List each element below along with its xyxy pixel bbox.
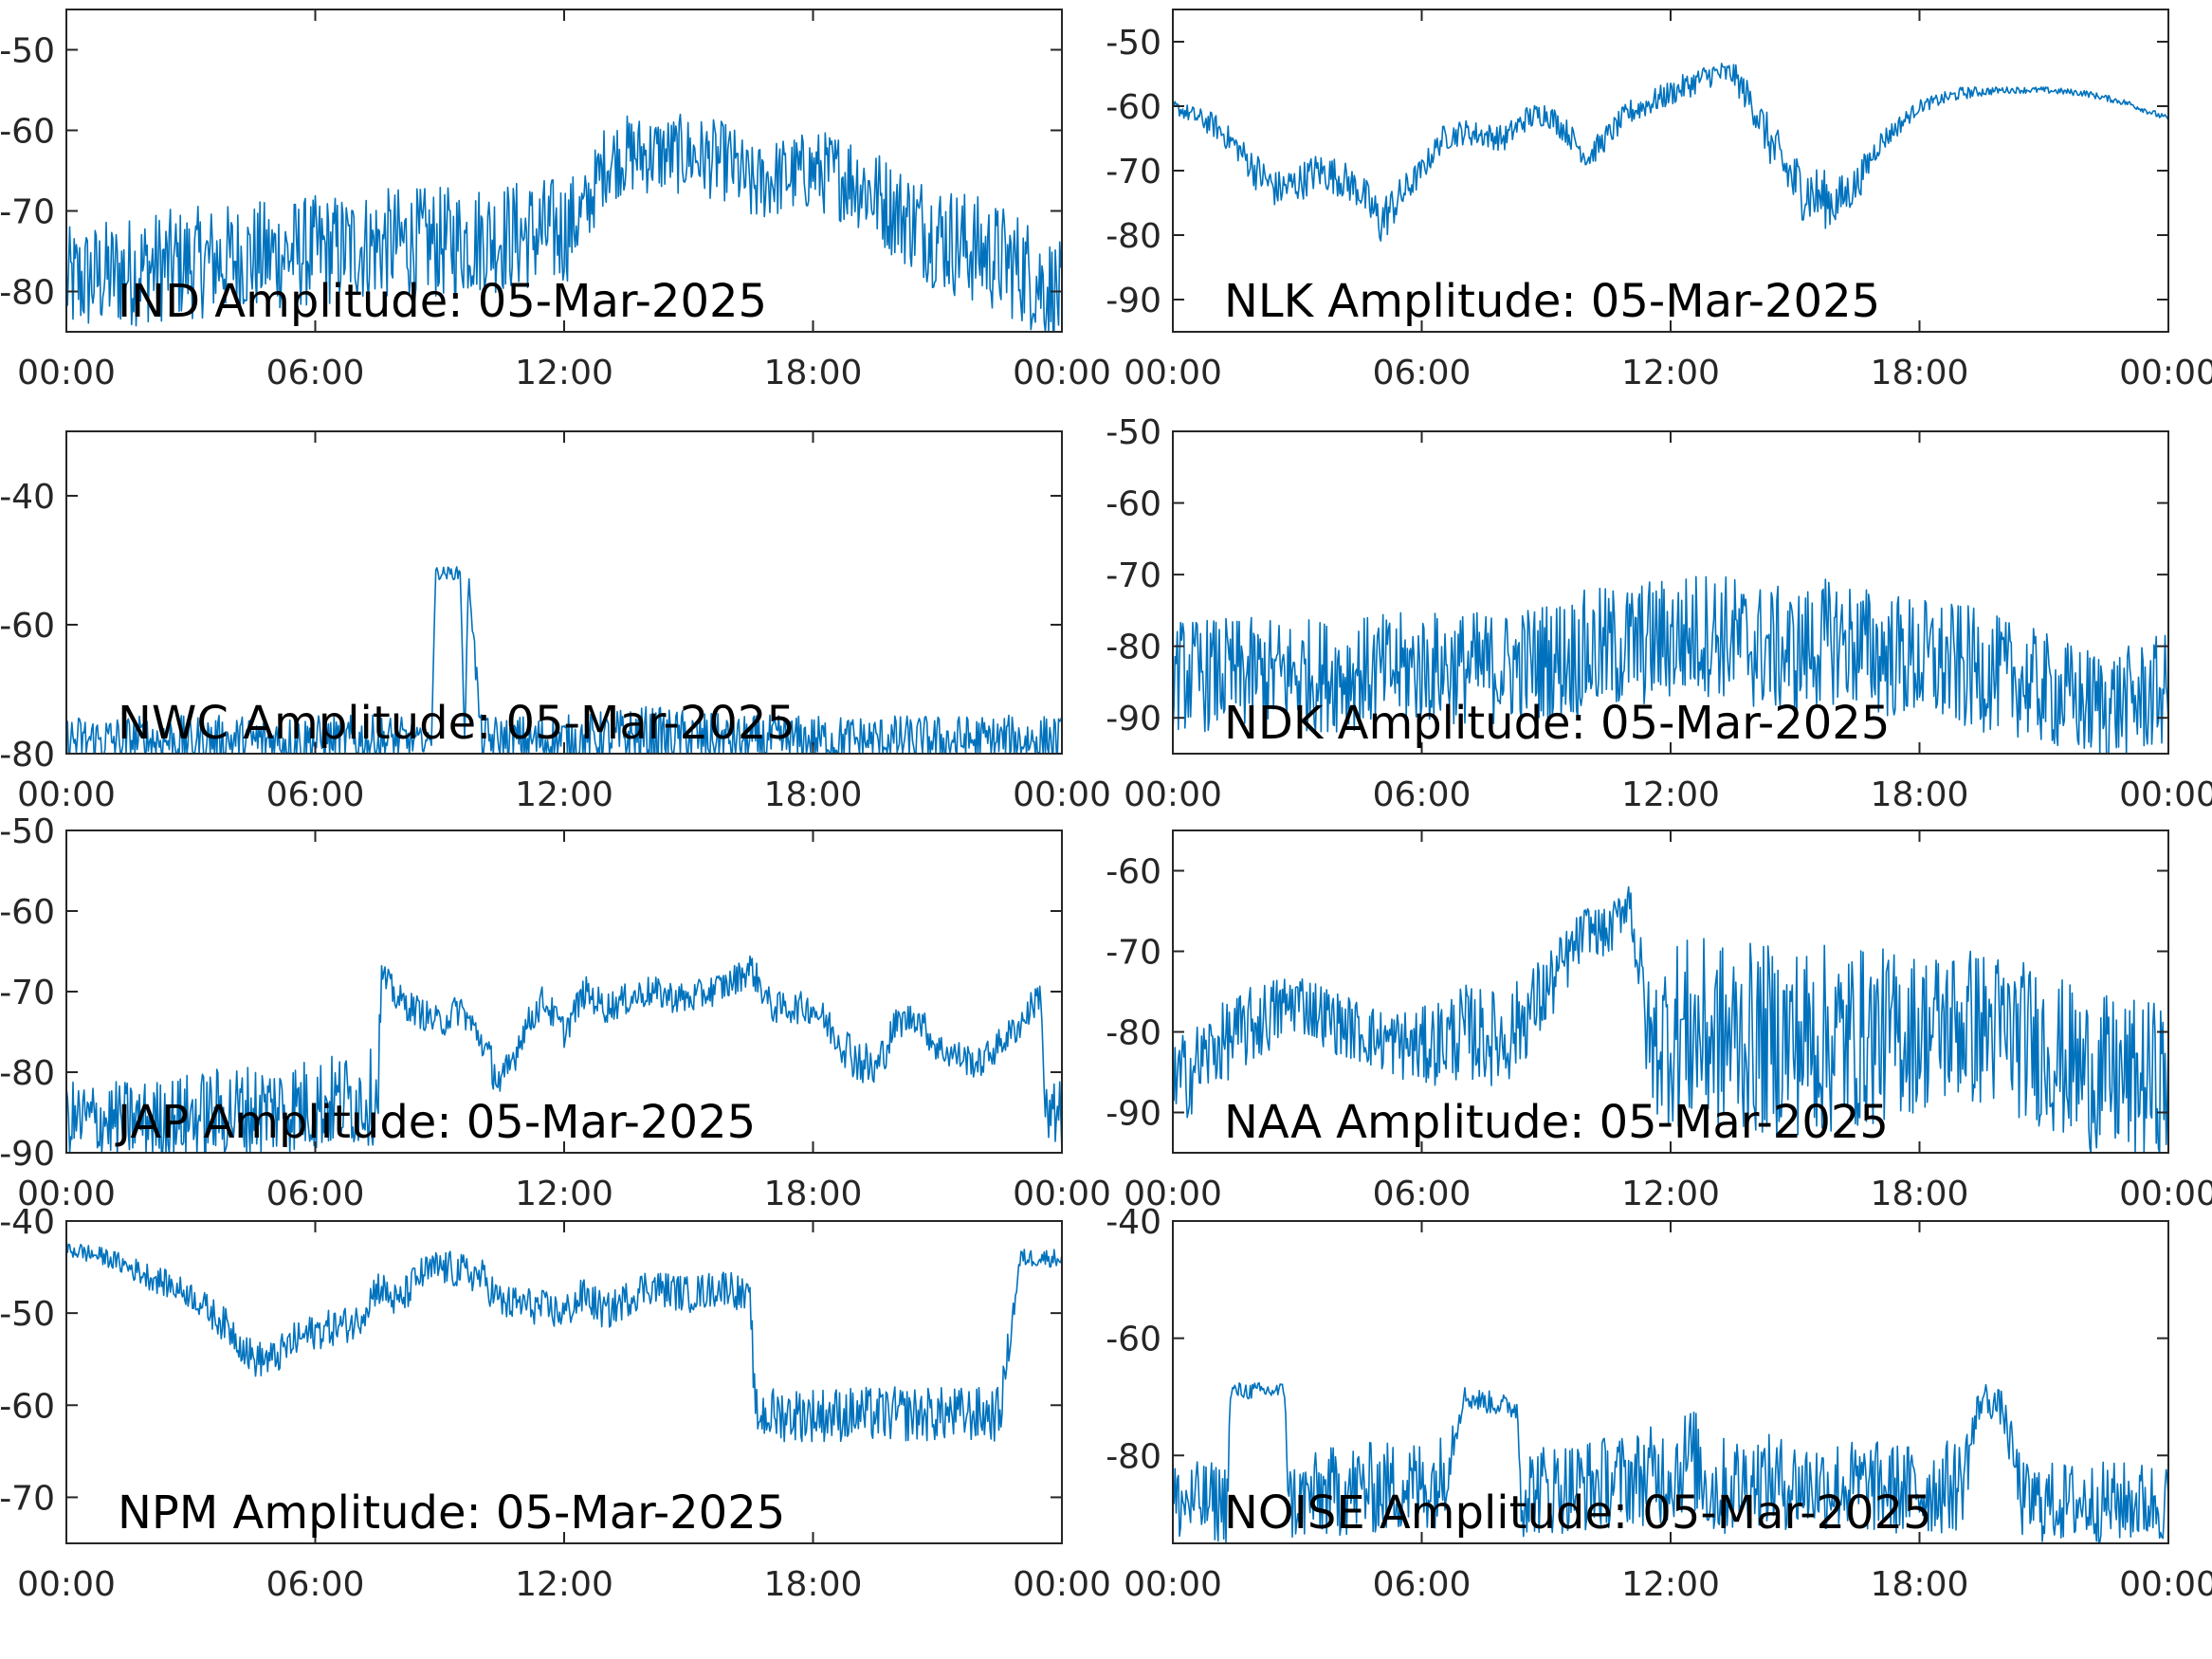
panel-jap: 00:00 06:00 12:00 18:00 00:00 -50 -60 -70 -80 -90… [0,812,1111,1213]
y-tick-label: -40 [0,1203,55,1242]
x-tick-label: 00:00 [2119,1175,2212,1213]
y-tick-label: -60 [0,1387,55,1426]
panel-nlk: 00:00 06:00 12:00 18:00 00:00 -50 -60 -70 -80 -90… [1106,9,2212,392]
x-tick-label: 18:00 [764,354,863,392]
y-tick-label: -80 [1106,217,1161,256]
series-line [66,1240,1062,1443]
panel-ind: 00:00 06:00 12:00 18:00 00:00 -50 -60 -70 -80 IN… [0,9,1111,392]
panel-title: IND Amplitude: 05-Mar-2025 [118,275,767,328]
x-tick-label: 18:00 [1871,354,1969,392]
y-tick-label: -80 [1106,1014,1161,1053]
x-tick-label: 06:00 [266,775,365,814]
x-tick-label: 00:00 [1124,1175,1222,1213]
series-line [66,566,1062,754]
x-tick-label: 06:00 [1373,1175,1472,1213]
y-tick-label: -60 [1106,853,1161,892]
x-tick-label: 18:00 [1871,775,1969,814]
y-tick-label: -90 [1106,1095,1161,1134]
x-tick-label: 12:00 [515,1565,613,1604]
x-tick-label: 12:00 [515,354,613,392]
x-tick-label: 12:00 [1621,354,1720,392]
x-tick-label: 00:00 [1013,775,1111,814]
x-tick-label: 06:00 [1373,775,1472,814]
x-tick-label: 18:00 [764,1565,863,1604]
x-tick-label: 00:00 [1013,1175,1111,1213]
x-tick-label: 00:00 [2119,354,2212,392]
y-tick-label: -70 [1106,934,1161,973]
x-tick-label: 00:00 [17,775,116,814]
x-tick-label: 12:00 [515,1175,613,1213]
series-line [1173,575,2168,754]
y-tick-label: -70 [1106,153,1161,191]
panel-title: NLK Amplitude: 05-Mar-2025 [1224,275,1880,328]
y-tick-label: -80 [1106,1437,1161,1476]
panel-ndk: 00:00 06:00 12:00 18:00 00:00 -50 -60 -70 -80 -90… [1106,413,2212,814]
y-tick-label: -80 [0,274,55,313]
y-tick-label: -60 [1106,1321,1161,1359]
x-tick-label: 00:00 [17,1565,116,1604]
panel-nwc: 00:00 06:00 12:00 18:00 00:00 -40 -60 -80 NWC A… [0,430,1111,814]
x-tick-label: 06:00 [266,1175,365,1213]
x-tick-label: 00:00 [2119,775,2212,814]
x-tick-label: 06:00 [1373,354,1472,392]
panel-naa: 00:00 06:00 12:00 18:00 00:00 -60 -70 -80 -90 NA… [1106,830,2212,1213]
panel-title: JAP Amplitude: 05-Mar-2025 [115,1096,756,1149]
y-tick-label: -90 [1106,700,1161,738]
panel-title: NOISE Amplitude: 05-Mar-2025 [1224,1486,1932,1540]
x-tick-label: 00:00 [1013,1565,1111,1604]
series-line [66,113,1062,332]
y-tick-label: -50 [1106,413,1161,452]
series-line [66,955,1062,1153]
panel-title: NWC Amplitude: 05-Mar-2025 [118,697,795,750]
x-tick-label: 12:00 [1621,775,1720,814]
x-tick-label: 00:00 [2119,1565,2212,1604]
y-tick-label: -50 [0,1295,55,1334]
y-tick-label: -80 [1106,629,1161,667]
x-tick-label: 00:00 [1124,775,1222,814]
y-tick-label: -40 [0,478,55,517]
x-tick-label: 12:00 [1621,1565,1720,1604]
series-line [1173,1381,2168,1543]
y-tick-label: -70 [0,193,55,232]
panel-npm: 00:00 06:00 12:00 18:00 00:00 -40 -50 -60 -70 NP… [0,1203,1111,1604]
x-tick-label: 18:00 [1871,1175,1969,1213]
series-line [1173,885,2168,1153]
y-tick-label: -50 [1106,24,1161,63]
y-tick-label: -60 [0,113,55,152]
y-tick-label: -60 [0,607,55,646]
x-tick-label: 12:00 [515,775,613,814]
y-tick-label: -60 [1106,485,1161,524]
x-tick-label: 00:00 [1124,354,1222,392]
y-tick-label: -50 [0,812,55,851]
x-tick-label: 06:00 [266,354,365,392]
y-tick-label: -90 [0,1135,55,1174]
series-line [1173,63,2168,242]
panel-title: NDK Amplitude: 05-Mar-2025 [1224,697,1890,750]
panel-title: NAA Amplitude: 05-Mar-2025 [1224,1096,1889,1149]
y-tick-label: -70 [0,974,55,1012]
x-tick-label: 18:00 [1871,1565,1969,1604]
panel-noise: 00:00 06:00 12:00 18:00 00:00 -40 -60 -80 NOISE… [1106,1203,2212,1604]
x-tick-label: 12:00 [1621,1175,1720,1213]
y-tick-label: -60 [1106,88,1161,127]
x-tick-label: 00:00 [1124,1565,1222,1604]
y-tick-label: -80 [0,1054,55,1093]
y-tick-label: -60 [0,893,55,932]
y-tick-label: -70 [0,1479,55,1518]
y-tick-label: -50 [0,32,55,71]
y-tick-label: -90 [1106,282,1161,320]
x-tick-label: 00:00 [17,354,116,392]
panel-title: NPM Amplitude: 05-Mar-2025 [118,1486,785,1540]
x-tick-label: 06:00 [1373,1565,1472,1604]
x-tick-label: 18:00 [764,1175,863,1213]
y-tick-label: -40 [1106,1203,1161,1242]
x-tick-label: 00:00 [1013,354,1111,392]
x-tick-label: 00:00 [17,1175,116,1213]
y-tick-label: -80 [0,736,55,775]
x-tick-label: 18:00 [764,775,863,814]
x-tick-label: 06:00 [266,1565,365,1604]
y-tick-label: -70 [1106,556,1161,595]
